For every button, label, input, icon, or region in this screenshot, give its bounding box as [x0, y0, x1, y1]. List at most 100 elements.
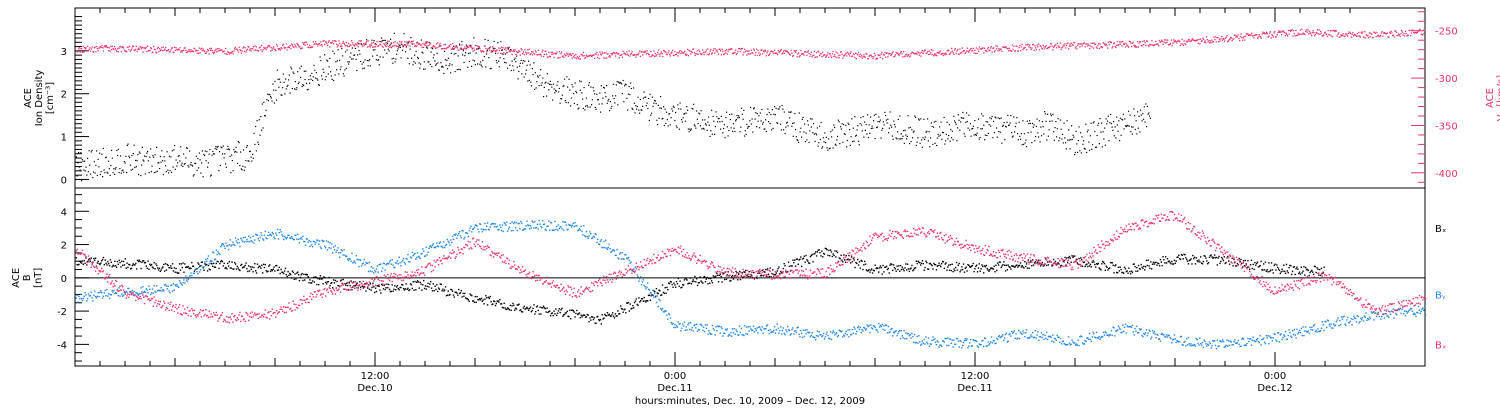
field-point	[711, 282, 714, 284]
velocity-point	[570, 54, 573, 57]
density-point	[261, 103, 263, 105]
velocity-point	[1143, 43, 1145, 46]
density-point	[892, 138, 894, 140]
field-point	[881, 273, 883, 275]
velocity-point	[643, 51, 645, 54]
density-point	[984, 139, 986, 141]
velocity-point	[247, 45, 249, 48]
velocity-point	[258, 47, 261, 49]
velocity-point	[984, 50, 987, 52]
density-point	[385, 42, 387, 44]
density-point	[300, 65, 302, 67]
field-point	[182, 262, 184, 264]
density-point	[468, 60, 470, 63]
velocity-point	[698, 49, 700, 51]
density-point	[684, 113, 686, 115]
velocity-point	[1264, 33, 1266, 35]
velocity-point	[146, 50, 148, 53]
field-point	[452, 294, 455, 296]
field-point	[712, 275, 715, 277]
field-point	[111, 289, 113, 292]
density-point	[286, 85, 288, 88]
legend-entry: Bₓ	[1435, 340, 1446, 351]
field-point	[1290, 265, 1292, 267]
density-point	[1068, 129, 1070, 131]
density-point	[744, 130, 746, 132]
field-point	[81, 299, 84, 302]
density-point	[638, 109, 640, 111]
velocity-point	[1208, 39, 1210, 42]
density-point	[173, 149, 175, 151]
field-point	[896, 265, 898, 267]
density-point	[945, 140, 947, 142]
velocity-point	[216, 51, 218, 53]
velocity-point	[77, 51, 79, 53]
velocity-point	[814, 56, 816, 58]
velocity-point	[602, 52, 604, 55]
density-point	[387, 42, 389, 44]
density-point	[84, 170, 86, 172]
field-point	[1194, 263, 1197, 265]
density-point	[95, 164, 97, 166]
density-point	[1038, 136, 1040, 138]
velocity-point	[315, 41, 317, 43]
density-point	[647, 107, 649, 110]
velocity-point	[518, 50, 520, 52]
field-point	[353, 281, 355, 283]
field-axis-label-line: [nT]	[33, 268, 44, 288]
velocity-point	[620, 54, 622, 57]
velocity-point	[1037, 46, 1039, 48]
field-point	[541, 306, 543, 309]
density-point	[1004, 139, 1006, 141]
density-point	[987, 132, 989, 135]
velocity-point	[528, 52, 530, 54]
density-point	[393, 57, 395, 59]
velocity-point	[648, 53, 650, 56]
density-point	[125, 155, 127, 157]
density-point	[1070, 139, 1072, 141]
velocity-point	[1274, 30, 1276, 33]
field-point	[192, 276, 194, 279]
velocity-point	[636, 53, 639, 55]
density-point	[327, 60, 329, 62]
density-point	[102, 176, 104, 178]
velocity-point	[1196, 39, 1198, 42]
velocity-tick-label: -350	[1435, 121, 1458, 132]
density-point	[738, 116, 740, 119]
velocity-point	[907, 54, 909, 57]
velocity-point	[126, 51, 128, 53]
field-point	[1256, 262, 1258, 265]
density-point	[512, 65, 514, 67]
velocity-point	[285, 43, 288, 45]
density-point	[159, 167, 161, 170]
density-point	[87, 171, 89, 173]
density-point	[621, 92, 623, 95]
velocity-point	[1422, 29, 1425, 32]
density-point	[730, 127, 732, 129]
density-point	[906, 138, 908, 140]
density-point	[141, 146, 143, 148]
density-point	[1002, 125, 1004, 127]
density-point	[1009, 122, 1011, 124]
field-point	[135, 291, 137, 294]
velocity-point	[961, 47, 963, 49]
velocity-point	[1128, 46, 1130, 48]
field-point	[1279, 272, 1282, 275]
field-point	[129, 264, 131, 266]
field-point	[227, 244, 229, 247]
density-point	[548, 89, 550, 91]
density-point	[872, 127, 874, 129]
field-point	[661, 294, 663, 296]
field-point	[145, 288, 148, 290]
density-point	[992, 137, 994, 139]
density-point	[375, 59, 377, 61]
field-point	[731, 275, 733, 278]
velocity-point	[1335, 30, 1338, 32]
density-point	[836, 139, 838, 141]
velocity-point	[740, 48, 742, 50]
velocity-point	[1410, 32, 1413, 34]
velocity-point	[505, 49, 507, 52]
density-point	[961, 117, 963, 119]
velocity-point	[480, 50, 482, 52]
field-point	[556, 314, 558, 317]
